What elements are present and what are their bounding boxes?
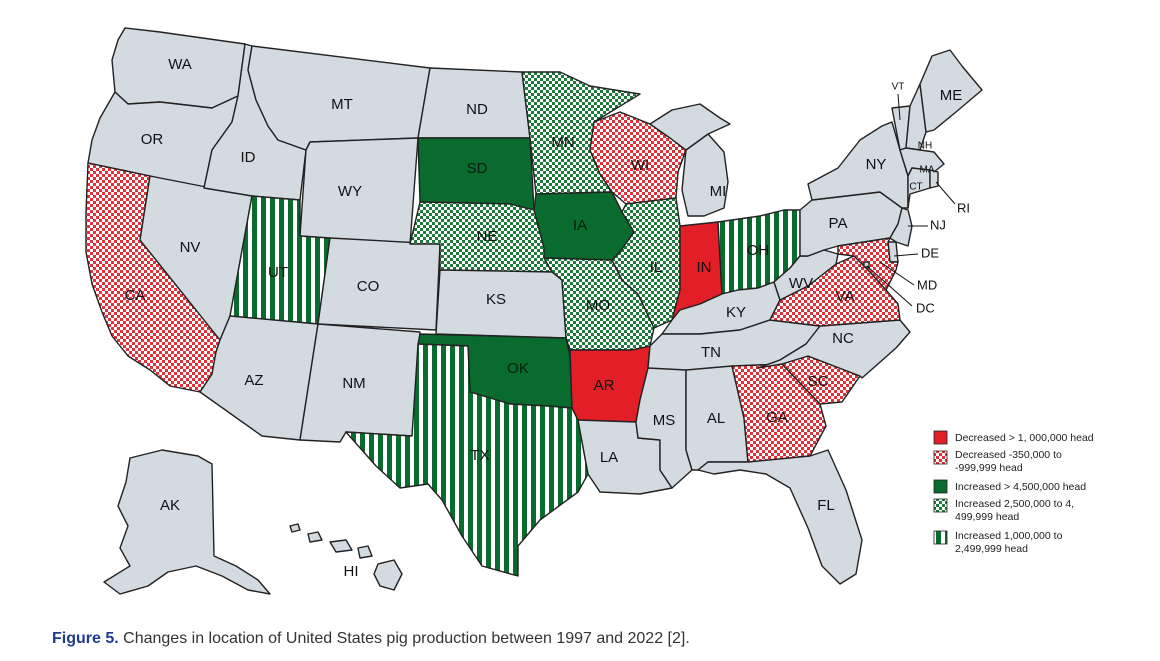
state-me[interactable]	[919, 49, 983, 133]
label-tx: TX	[470, 447, 489, 464]
legend: Decreased > 1, 000,000 head Decreased -3…	[933, 430, 1094, 555]
label-mi: MI	[710, 183, 727, 200]
state-ny[interactable]	[807, 121, 909, 209]
label-de: DE	[921, 245, 939, 260]
label-me: ME	[940, 87, 963, 104]
state-mi-up[interactable]	[649, 103, 731, 151]
label-nj: NJ	[930, 217, 946, 232]
label-ms: MS	[653, 412, 676, 429]
legend-label-red-check-1: Decreased -350,000 to	[955, 449, 1062, 461]
state-ak[interactable]	[103, 449, 271, 595]
state-hi[interactable]	[289, 523, 403, 591]
legend-label-green-solid: Increased > 4,500,000 head	[955, 481, 1086, 493]
label-ga: GA	[766, 409, 788, 426]
legend-swatch-green-solid	[933, 479, 948, 494]
figure-caption-label: Figure 5.	[52, 630, 119, 647]
legend-swatch-red-check	[933, 450, 948, 465]
label-ne: NE	[477, 228, 498, 245]
leader-vt	[897, 93, 901, 121]
label-ny: NY	[866, 156, 887, 173]
label-co: CO	[357, 278, 380, 295]
state-dc[interactable]	[863, 261, 870, 268]
label-il: IL	[650, 259, 663, 276]
label-wa: WA	[168, 56, 192, 73]
leader-dc	[866, 265, 913, 307]
label-mo: MO	[586, 297, 610, 314]
leader-md	[879, 261, 915, 286]
label-ar: AR	[594, 377, 615, 394]
label-ma: MA	[920, 165, 935, 176]
label-nv: NV	[180, 239, 201, 256]
state-fl[interactable]	[697, 449, 863, 585]
label-sc: SC	[808, 373, 829, 390]
label-id: ID	[241, 149, 256, 166]
label-ak: AK	[160, 497, 180, 514]
legend-label-green-check-1: Increased 2,500,000 to 4,	[955, 498, 1074, 510]
label-mt: MT	[331, 96, 353, 113]
label-or: OR	[141, 131, 164, 148]
label-ri: RI	[957, 200, 970, 215]
label-tn: TN	[701, 344, 721, 361]
label-ks: KS	[486, 291, 506, 308]
label-md: MD	[917, 277, 937, 292]
leader-ri	[935, 181, 956, 205]
figure-caption-text: Changes in location of United States pig…	[123, 630, 690, 647]
label-wv: WV	[789, 275, 813, 292]
state-nh[interactable]	[905, 83, 927, 151]
state-ri[interactable]	[929, 169, 939, 189]
label-nc: NC	[832, 330, 854, 347]
legend-label-green-stripe-1: Increased 1,000,000 to	[955, 530, 1063, 542]
state-tx[interactable]	[345, 343, 589, 577]
label-la: LA	[600, 449, 618, 466]
legend-label-red-solid: Decreased > 1, 000,000 head	[955, 432, 1094, 444]
label-nd: ND	[466, 101, 488, 118]
label-az: AZ	[244, 372, 263, 389]
legend-label-red-check-2: -999,999 head	[955, 462, 1023, 474]
label-pa: PA	[829, 215, 848, 232]
label-fl: FL	[817, 497, 835, 514]
figure-caption: Figure 5. Changes in location of United …	[52, 630, 690, 648]
label-nh: NH	[918, 141, 932, 152]
label-mn: MN	[551, 134, 574, 151]
legend-swatch-red-solid	[933, 430, 948, 445]
label-in: IN	[697, 259, 712, 276]
label-wy: WY	[338, 183, 362, 200]
label-al: AL	[707, 410, 725, 427]
legend-swatch-green-stripe	[933, 530, 948, 545]
state-nj[interactable]	[889, 207, 913, 247]
state-wi[interactable]	[589, 111, 687, 205]
label-dc: DC	[916, 300, 935, 315]
legend-label-green-stripe-2: 2,499,999 head	[955, 543, 1028, 555]
label-ia: IA	[573, 217, 587, 234]
label-wi: WI	[631, 157, 649, 174]
label-ok: OK	[507, 360, 529, 377]
label-ut: UT	[268, 264, 288, 281]
state-wv[interactable]	[773, 249, 839, 301]
legend-swatch-green-check	[933, 498, 948, 513]
leader-de	[893, 253, 919, 257]
state-mi[interactable]	[681, 133, 729, 217]
label-oh: OH	[747, 242, 770, 259]
label-vt: VT	[892, 82, 905, 93]
label-sd: SD	[467, 160, 488, 177]
label-ky: KY	[726, 304, 746, 321]
label-hi: HI	[344, 563, 359, 580]
label-ca: CA	[125, 287, 146, 304]
label-nm: NM	[342, 375, 365, 392]
label-ct: CT	[909, 182, 922, 193]
legend-label-green-check-2: 499,999 head	[955, 511, 1019, 523]
label-va: VA	[836, 288, 855, 305]
